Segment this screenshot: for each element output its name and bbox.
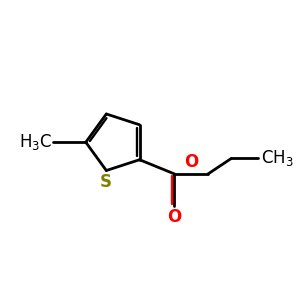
Text: O: O: [167, 208, 182, 226]
Text: $\mathregular{CH_3}$: $\mathregular{CH_3}$: [260, 148, 293, 168]
Text: $\mathregular{H_3C}$: $\mathregular{H_3C}$: [19, 132, 52, 152]
Text: O: O: [184, 153, 198, 171]
Text: S: S: [100, 172, 112, 190]
